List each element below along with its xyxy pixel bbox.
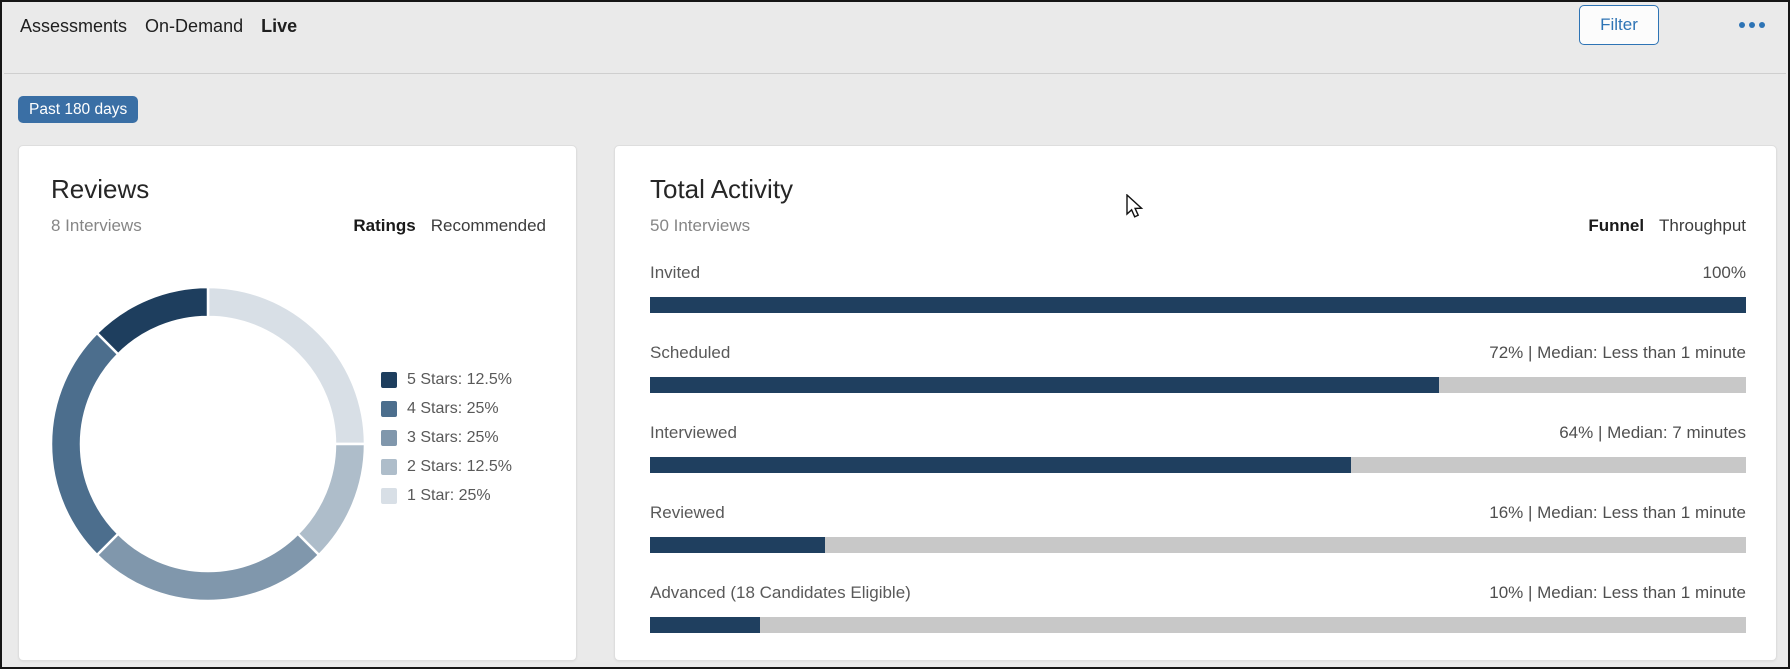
total-activity-card-title: Total Activity: [650, 174, 794, 204]
funnel-stage-label: Advanced (18 Candidates Eligible): [650, 583, 911, 602]
donut-chart-svg: [49, 285, 367, 603]
ratings-legend: 5 Stars: 12.5% 4 Stars: 25% 3 Stars: 25% 2 …: [381, 365, 512, 510]
funnel-row-interviewed: Interviewed 64% | Median: 7 minutes: [650, 423, 1746, 473]
ellipsis-dot: [1739, 22, 1745, 28]
donut-segment-4-stars[interactable]: [49, 331, 120, 557]
funnel-stage-label: Reviewed: [650, 503, 725, 522]
donut-segment-2-stars[interactable]: [296, 442, 367, 557]
reviews-card-subtitle: 8 Interviews: [51, 216, 142, 235]
funnel-row-text: Reviewed 16% | Median: Less than 1 minute: [650, 503, 1746, 523]
funnel-bar-fill[interactable]: [650, 457, 1352, 473]
funnel-stage-label: Scheduled: [650, 343, 731, 362]
funnel-bar-fill[interactable]: [650, 617, 760, 633]
donut-segment-3-stars[interactable]: [95, 532, 321, 603]
legend-swatch: [381, 458, 397, 475]
donut-segment-5-stars[interactable]: [95, 285, 210, 356]
donut-segment-1-star[interactable]: [206, 285, 367, 446]
legend-item-1-star[interactable]: 1 Star: 25%: [381, 481, 512, 510]
legend-label: 3 Stars: 25%: [407, 428, 499, 446]
funnel-stage-label: Interviewed: [650, 423, 737, 442]
legend-swatch: [381, 400, 397, 417]
funnel-bar-track: [650, 457, 1746, 473]
funnel-row-text: Advanced (18 Candidates Eligible) 10% | M…: [650, 583, 1746, 603]
funnel-row-scheduled: Scheduled 72% | Median: Less than 1 minut…: [650, 343, 1746, 393]
nav-tab-live[interactable]: Live: [261, 16, 298, 36]
total-activity-card-tabs: Funnel Throughput: [1588, 216, 1746, 236]
reviews-tab-recommended[interactable]: Recommended: [430, 216, 546, 235]
ratings-donut-chart: [43, 279, 373, 609]
nav-tab-on-demand[interactable]: On-Demand: [145, 16, 244, 36]
funnel-stage-value: 16% | Median: Less than 1 minute: [1489, 503, 1746, 522]
activity-tab-funnel[interactable]: Funnel: [1588, 216, 1645, 235]
funnel-row-text: Scheduled 72% | Median: Less than 1 minut…: [650, 343, 1746, 363]
date-range-badge[interactable]: Past 180 days: [18, 96, 139, 123]
funnel-bar-track: [650, 617, 1746, 633]
ellipsis-icon[interactable]: [1735, 18, 1769, 32]
legend-label: 2 Stars: 12.5%: [407, 457, 512, 475]
funnel-bar-track: [650, 297, 1746, 313]
legend-swatch: [381, 371, 397, 388]
reviews-card-title: Reviews: [51, 174, 150, 204]
reviews-card: Reviews 8 Interviews Ratings Recommended …: [18, 145, 577, 661]
funnel-row-text: Invited 100%: [650, 263, 1746, 283]
funnel-row-text: Interviewed 64% | Median: 7 minutes: [650, 423, 1746, 443]
top-nav: Assessments On-Demand Live: [20, 16, 297, 37]
funnel-chart: Invited 100% Scheduled 72% | Median: Less t…: [650, 263, 1746, 663]
funnel-stage-value: 10% | Median: Less than 1 minute: [1489, 583, 1746, 602]
funnel-bar-fill[interactable]: [650, 377, 1440, 393]
funnel-bar-track: [650, 377, 1746, 393]
funnel-bar-track: [650, 537, 1746, 553]
funnel-row-invited: Invited 100%: [650, 263, 1746, 313]
legend-item-5-stars[interactable]: 5 Stars: 12.5%: [381, 365, 512, 394]
activity-tab-throughput[interactable]: Throughput: [1659, 216, 1746, 235]
funnel-stage-value: 64% | Median: 7 minutes: [1559, 423, 1746, 442]
top-header: Assessments On-Demand Live Filter: [4, 4, 1786, 74]
legend-swatch: [381, 429, 397, 446]
legend-label: 5 Stars: 12.5%: [407, 370, 512, 388]
legend-label: 1 Star: 25%: [407, 486, 491, 504]
funnel-stage-value: 72% | Median: Less than 1 minute: [1489, 343, 1746, 362]
nav-tab-assessments[interactable]: Assessments: [20, 16, 128, 36]
ellipsis-dot: [1759, 22, 1765, 28]
legend-item-2-stars[interactable]: 2 Stars: 12.5%: [381, 452, 512, 481]
total-activity-card-subtitle: 50 Interviews: [650, 216, 751, 235]
filter-button[interactable]: Filter: [1579, 5, 1659, 45]
legend-label: 4 Stars: 25%: [407, 399, 499, 417]
total-activity-card: Total Activity 50 Interviews Funnel Throu…: [614, 145, 1777, 661]
reviews-card-tabs: Ratings Recommended: [353, 216, 546, 236]
funnel-bar-fill[interactable]: [650, 537, 826, 553]
funnel-row-advanced-18-candidates-eligible: Advanced (18 Candidates Eligible) 10% | M…: [650, 583, 1746, 633]
legend-item-3-stars[interactable]: 3 Stars: 25%: [381, 423, 512, 452]
legend-item-4-stars[interactable]: 4 Stars: 25%: [381, 394, 512, 423]
funnel-row-reviewed: Reviewed 16% | Median: Less than 1 minute: [650, 503, 1746, 553]
funnel-stage-label: Invited: [650, 263, 701, 282]
reviews-tab-ratings[interactable]: Ratings: [353, 216, 416, 235]
funnel-stage-value: 100%: [1702, 263, 1746, 282]
ellipsis-dot: [1749, 22, 1755, 28]
legend-swatch: [381, 487, 397, 504]
funnel-bar-fill[interactable]: [650, 297, 1746, 313]
